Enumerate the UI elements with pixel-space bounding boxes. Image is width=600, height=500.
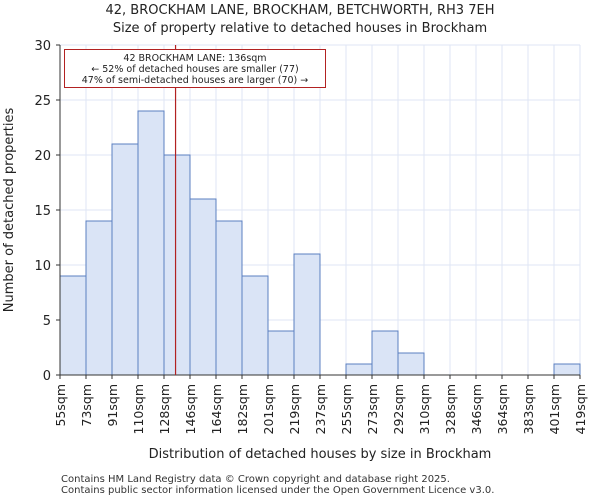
- y-tick-label: 25: [34, 94, 51, 109]
- x-axis-title: Distribution of detached houses by size …: [149, 447, 492, 462]
- footer-licence: Contains public sector information licen…: [61, 485, 495, 496]
- y-tick-label: 10: [34, 259, 51, 274]
- chart-subtitle: Size of property relative to detached ho…: [112, 21, 488, 36]
- chart-title: 42, BROCKHAM LANE, BROCKHAM, BETCHWORTH,…: [105, 3, 495, 18]
- footer-copyright: Contains HM Land Registry data © Crown c…: [61, 474, 450, 485]
- annotation-line-2: ← 52% of detached houses are smaller (77…: [91, 64, 299, 75]
- x-tick-label: 55sqm: [53, 384, 68, 427]
- x-tick-label: 91sqm: [105, 384, 120, 427]
- x-tick-label: 346sqm: [469, 384, 484, 434]
- histogram-bar: [189, 198, 217, 376]
- y-tick-label: 20: [34, 149, 51, 164]
- histogram-bar: [293, 253, 321, 376]
- x-tick-label: 419sqm: [573, 384, 588, 434]
- histogram-bar: [85, 220, 113, 376]
- x-tick-label: 110sqm: [131, 384, 146, 434]
- x-tick-label: 182sqm: [235, 384, 250, 434]
- y-tick-label: 5: [43, 314, 51, 329]
- histogram-bar: [59, 275, 87, 376]
- x-tick-label: 383sqm: [521, 384, 536, 434]
- x-tick-label: 164sqm: [209, 384, 224, 434]
- x-tick-label: 201sqm: [261, 384, 276, 434]
- annotation-line-1: 42 BROCKHAM LANE: 136sqm: [123, 53, 267, 64]
- x-tick-label: 328sqm: [443, 384, 458, 434]
- y-tick-label: 0: [43, 369, 51, 384]
- histogram-bar: [111, 143, 139, 376]
- histogram-bar: [371, 330, 399, 376]
- x-tick-label: 146sqm: [183, 384, 198, 434]
- y-axis-title: Number of detached properties: [2, 108, 17, 313]
- x-tick-label: 364sqm: [495, 384, 510, 434]
- histogram-bar: [241, 275, 269, 376]
- x-tick-label: 128sqm: [157, 384, 172, 434]
- histogram-bar: [163, 154, 191, 376]
- x-tick-label: 255sqm: [339, 384, 354, 434]
- histogram-bar: [397, 352, 425, 376]
- x-tick-label: 292sqm: [391, 384, 406, 434]
- x-tick-label: 237sqm: [313, 384, 328, 434]
- property-annotation-box: 42 BROCKHAM LANE: 136sqm ← 52% of detach…: [64, 49, 326, 88]
- histogram-bar: [345, 363, 373, 376]
- histogram-bar: [215, 220, 243, 376]
- histogram-bar: [267, 330, 295, 376]
- x-tick-label: 73sqm: [79, 384, 94, 427]
- x-tick-label: 401sqm: [547, 384, 562, 434]
- x-tick-label: 219sqm: [287, 384, 302, 434]
- y-tick-label: 15: [34, 204, 51, 219]
- x-tick-label: 310sqm: [417, 384, 432, 434]
- histogram-bar: [137, 110, 165, 376]
- histogram-bar: [553, 363, 581, 376]
- x-tick-label: 273sqm: [365, 384, 380, 434]
- y-tick-label: 30: [34, 39, 51, 54]
- annotation-line-3: 47% of semi-detached houses are larger (…: [81, 75, 309, 86]
